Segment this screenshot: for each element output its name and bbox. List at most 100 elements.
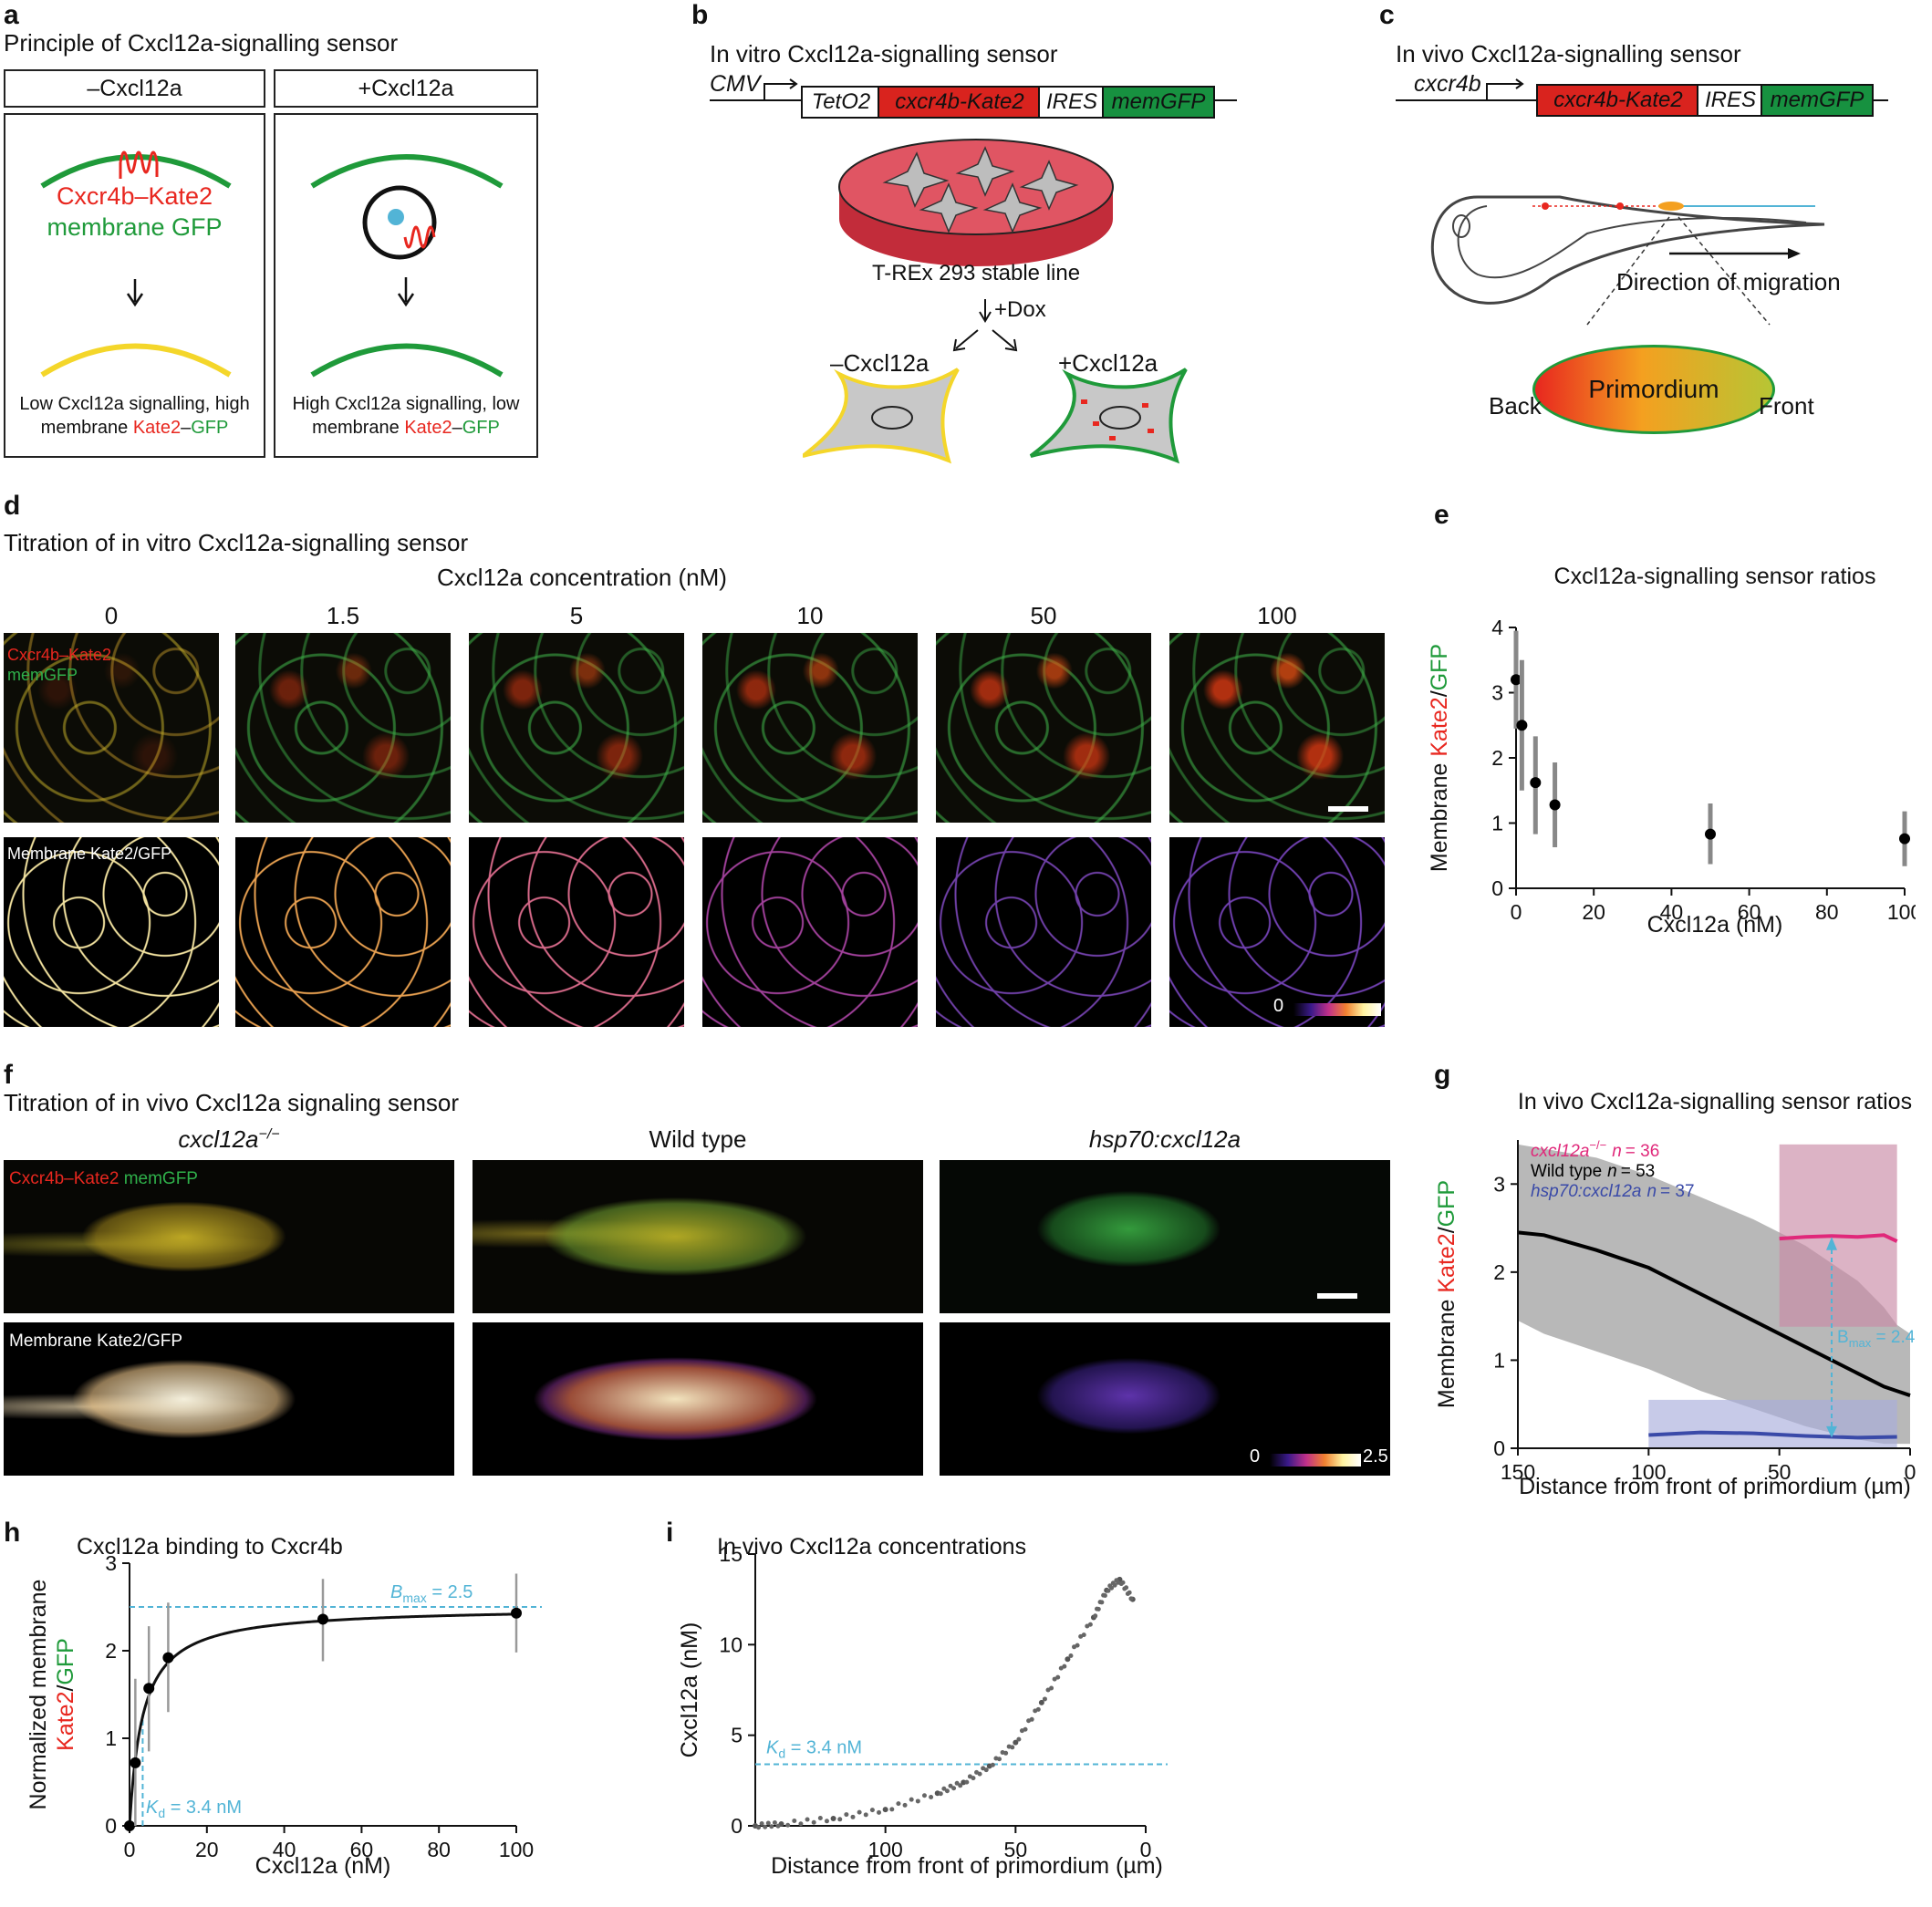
trace-point bbox=[811, 1819, 816, 1825]
y-tick-label: 3 bbox=[1491, 681, 1503, 705]
legend-entry: cxcl12a−/− n = 36 bbox=[1531, 1138, 1659, 1161]
trace-point bbox=[958, 1783, 963, 1788]
panel-label-c: c bbox=[1379, 0, 1395, 30]
y-tick-label: 3 bbox=[105, 1551, 117, 1575]
trace-point bbox=[915, 1798, 920, 1804]
principle-box-plus: High Cxcl12a signalling, low membrane Ka… bbox=[274, 113, 538, 458]
data-point bbox=[162, 1652, 174, 1663]
ratio-micrograph bbox=[1169, 837, 1385, 1027]
dox-arrows bbox=[952, 299, 1018, 352]
wild-type-error-band bbox=[1518, 1144, 1910, 1445]
back-label: Back bbox=[1489, 392, 1542, 420]
y-tick-label: 1 bbox=[1491, 812, 1503, 835]
data-point bbox=[511, 1607, 522, 1619]
y-tick-label: 0 bbox=[731, 1814, 743, 1838]
trace-point bbox=[785, 1822, 791, 1828]
panel-d-title: Titration of in vitro Cxcl12a-signalling… bbox=[4, 529, 469, 556]
scale-bar bbox=[1317, 1293, 1357, 1299]
data-point bbox=[143, 1683, 155, 1695]
y-tick-label: 2 bbox=[1493, 1260, 1505, 1284]
y-axis-label: Membrane Kate2/GFP bbox=[1427, 644, 1452, 872]
trace-point bbox=[756, 1825, 762, 1830]
panel-label-i: i bbox=[666, 1518, 674, 1548]
trace-point bbox=[896, 1801, 901, 1807]
trace-point bbox=[769, 1824, 774, 1829]
y-axis-label: Membrane Kate2/GFP bbox=[1434, 1180, 1459, 1408]
panel-label-a: a bbox=[4, 0, 19, 30]
data-point bbox=[1065, 1656, 1071, 1663]
x-tick-label: 50 bbox=[1768, 1460, 1792, 1484]
x-tick-label: 80 bbox=[1815, 900, 1839, 924]
y-tick-label: 1 bbox=[1493, 1348, 1505, 1372]
chart-i: In vivo Cxcl12a concentrations 100 50 0 0 5 10… bbox=[677, 1534, 1168, 1879]
y-tick-label: 2 bbox=[1491, 746, 1503, 770]
legend-entry: hsp70:cxcl12a n = 37 bbox=[1531, 1182, 1695, 1201]
concentration-label: 100 bbox=[1257, 602, 1297, 629]
ratio-micrograph bbox=[936, 837, 1151, 1027]
x-tick-label: 20 bbox=[1582, 900, 1605, 924]
data-point bbox=[830, 1816, 836, 1822]
overlay-micrograph bbox=[936, 633, 1151, 823]
zebrafish-embryo-icon bbox=[1430, 195, 1825, 326]
series-line bbox=[1648, 1430, 1897, 1440]
kd-label: Kd = 3.4 nM bbox=[146, 1798, 242, 1820]
trace-point bbox=[889, 1807, 895, 1812]
legend-entry: Wild type n = 53 bbox=[1531, 1162, 1655, 1181]
bmax-label: Bmax = 2.5 bbox=[390, 1582, 473, 1605]
invivo-ires-segment: IRES bbox=[1697, 84, 1764, 117]
primordium-overlay-micrograph bbox=[4, 1160, 454, 1313]
y-tick-label: 2 bbox=[105, 1639, 117, 1663]
data-point bbox=[1705, 828, 1716, 840]
invitro-memgfp-segment: memGFP bbox=[1102, 86, 1215, 119]
x-tick-label: 40 bbox=[1660, 900, 1684, 924]
low-caption-line1: Low Cxcl12a signalling, high bbox=[19, 394, 250, 414]
primordium-ratio-micrograph bbox=[473, 1322, 923, 1476]
x-tick-label: 0 bbox=[1905, 1460, 1916, 1484]
col-hsp70: hsp70:cxcl12a bbox=[1088, 1125, 1241, 1153]
trace-point bbox=[941, 1786, 947, 1791]
data-point bbox=[882, 1807, 888, 1813]
trace-point bbox=[1023, 1726, 1028, 1732]
overlay-micrograph bbox=[469, 633, 684, 823]
trace-point bbox=[1102, 1592, 1107, 1598]
data-point bbox=[1511, 674, 1522, 686]
primordium-overlay-micrograph bbox=[473, 1160, 923, 1313]
cmv-promoter-label: CMV bbox=[710, 71, 761, 97]
series-line bbox=[1517, 1230, 1911, 1397]
chart-title: In vivo Cxcl12a concentrations bbox=[717, 1534, 1026, 1560]
series-line bbox=[1779, 1233, 1898, 1243]
x-tick-label: 50 bbox=[1004, 1838, 1028, 1861]
trace-point bbox=[1003, 1750, 1009, 1756]
concentration-label: 10 bbox=[796, 602, 824, 629]
colorbar-max: 3 bbox=[1387, 996, 1397, 1016]
y-tick-label: 4 bbox=[1491, 616, 1503, 639]
x-tick-label: 100 bbox=[1887, 900, 1916, 924]
dox-label: +Dox bbox=[994, 297, 1046, 322]
trace-point bbox=[805, 1817, 810, 1822]
trace-point bbox=[929, 1794, 934, 1799]
x-tick-label: 0 bbox=[1140, 1838, 1152, 1861]
trace-point bbox=[1120, 1580, 1126, 1585]
panel-label-b: b bbox=[691, 0, 709, 30]
colorbar-min: 0 bbox=[1250, 1446, 1261, 1467]
x-tick-label: 100 bbox=[867, 1838, 902, 1861]
trace-point bbox=[951, 1786, 957, 1791]
data-point bbox=[1038, 1699, 1044, 1705]
trace-point bbox=[1029, 1716, 1034, 1722]
high-caption-line2: membrane Kate2–GFP bbox=[312, 418, 500, 438]
trace-point bbox=[1049, 1685, 1054, 1691]
y-tick-label: 1 bbox=[105, 1726, 117, 1750]
invitro-ires-segment: IRES bbox=[1038, 86, 1106, 119]
y-axis-label-line2: Kate2/GFP bbox=[53, 1638, 78, 1751]
trace-point bbox=[759, 1821, 764, 1827]
invitro-kate2-segment: cxcr4b-Kate2 bbox=[878, 86, 1042, 119]
trace-point bbox=[921, 1793, 927, 1798]
trace-point bbox=[844, 1812, 849, 1818]
data-point bbox=[317, 1613, 328, 1625]
y-tick-label: 0 bbox=[1491, 876, 1503, 900]
cell-plus-icon bbox=[1029, 368, 1188, 464]
trace-point bbox=[1062, 1663, 1067, 1669]
series-error-band bbox=[1648, 1399, 1897, 1448]
trace-point bbox=[1124, 1585, 1129, 1591]
y-axis-label-line1: Normalized membrane bbox=[26, 1580, 51, 1810]
